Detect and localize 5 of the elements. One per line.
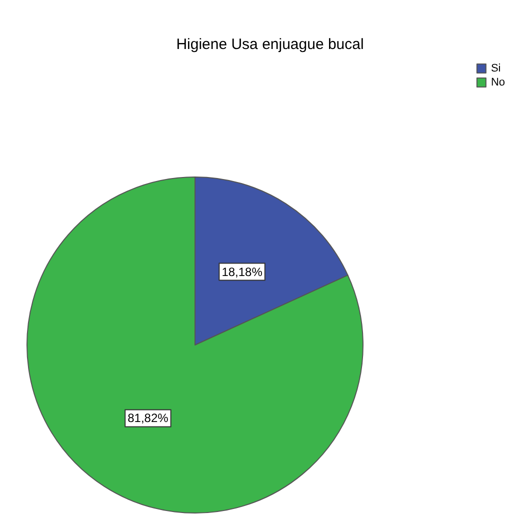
legend-label: No [490, 76, 505, 88]
chart-title: Higiene Usa enjuague bucal [176, 36, 364, 53]
legend-label: Si [490, 62, 501, 74]
data-label: 18,18% [222, 264, 263, 279]
data-label: 81,82% [128, 411, 169, 426]
